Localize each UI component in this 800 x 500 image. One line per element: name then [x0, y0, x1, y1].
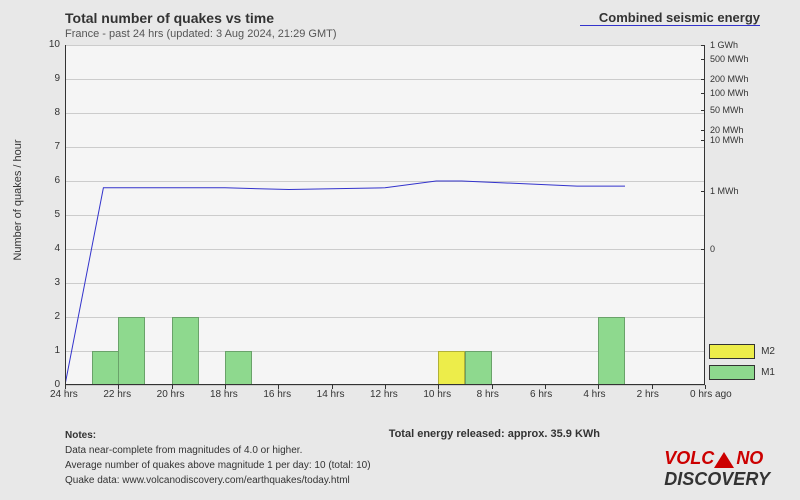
x-tick-label: 2 hrs [637, 389, 659, 400]
chart-container: Total number of quakes vs time France - … [0, 0, 800, 500]
notes-line-3: Quake data: www.volcanodiscovery.com/ear… [65, 473, 371, 488]
y-tick-right: 1 GWh [710, 40, 738, 50]
y-tick-right: 50 MWh [710, 105, 744, 115]
y-tick-left: 8 [40, 107, 60, 118]
legend-line-label: Combined seismic energy [599, 10, 760, 25]
y-tick-right: 10 MWh [710, 135, 744, 145]
volcano-icon [714, 452, 734, 468]
bar-m1 [225, 351, 252, 385]
notes-header: Notes: [65, 428, 371, 443]
y-tick-right: 500 MWh [710, 54, 749, 64]
bar-m1 [598, 317, 625, 385]
logo-part2: NO [736, 448, 763, 468]
gridline-h [65, 283, 705, 284]
bar-m1 [118, 317, 145, 385]
x-tick-label: 18 hrs [210, 389, 238, 400]
legend-swatch-label: M1 [761, 367, 775, 378]
logo: VOLC NO DISCOVERY [664, 448, 770, 490]
y-tick-left: 1 [40, 345, 60, 356]
y-tick-right: 1 MWh [710, 186, 739, 196]
gridline-h [65, 45, 705, 46]
x-tick-label: 12 hrs [370, 389, 398, 400]
y-tick-left: 2 [40, 311, 60, 322]
y-tick-right: 20 MWh [710, 125, 744, 135]
y-tick-left: 6 [40, 175, 60, 186]
notes-section: Notes: Data near-complete from magnitude… [65, 428, 371, 488]
legend-swatch [709, 344, 755, 359]
x-tick-label: 14 hrs [317, 389, 345, 400]
x-tick-label: 6 hrs [530, 389, 552, 400]
y-tick-left: 9 [40, 73, 60, 84]
x-tick-label: 0 hrs ago [690, 389, 732, 400]
x-tick-label: 4 hrs [583, 389, 605, 400]
x-tick-label: 10 hrs [423, 389, 451, 400]
x-tick-label: 20 hrs [157, 389, 185, 400]
y-tick-right: 200 MWh [710, 74, 749, 84]
bar-m1 [172, 317, 199, 385]
x-tick-label: 22 hrs [103, 389, 131, 400]
gridline-h [65, 113, 705, 114]
y-tick-right: 0 [710, 244, 715, 254]
bar-m1 [465, 351, 492, 385]
gridline-h [65, 79, 705, 80]
legend-line-sample [580, 25, 760, 26]
gridline-h [65, 147, 705, 148]
y-tick-left: 7 [40, 141, 60, 152]
legend-swatch-label: M2 [761, 346, 775, 357]
y-tick-left: 4 [40, 243, 60, 254]
legend-swatch [709, 365, 755, 380]
chart-title: Total number of quakes vs time [65, 10, 274, 26]
axis-right [704, 45, 705, 385]
bar-m1 [92, 351, 119, 385]
gridline-h [65, 249, 705, 250]
axis-bottom [65, 384, 705, 385]
y-tick-left: 3 [40, 277, 60, 288]
chart-plot-area [65, 45, 705, 385]
gridline-h [65, 215, 705, 216]
total-energy-label: Total energy released: approx. 35.9 KWh [389, 428, 600, 440]
y-axis-left-label: Number of quakes / hour [12, 79, 24, 200]
x-tick-label: 16 hrs [263, 389, 291, 400]
y-tick-left: 10 [40, 39, 60, 50]
chart-subtitle: France - past 24 hrs (updated: 3 Aug 202… [65, 28, 337, 40]
gridline-h [65, 181, 705, 182]
axis-left [65, 45, 66, 385]
x-tick-label: 24 hrs [50, 389, 78, 400]
x-tick-label: 8 hrs [477, 389, 499, 400]
bar-m2 [438, 351, 465, 385]
notes-line-1: Data near-complete from magnitudes of 4.… [65, 443, 371, 458]
y-tick-right: 100 MWh [710, 88, 749, 98]
y-tick-left: 5 [40, 209, 60, 220]
logo-part1: VOLC [664, 448, 714, 468]
notes-line-2: Average number of quakes above magnitude… [65, 458, 371, 473]
logo-part3: DISCOVERY [664, 469, 770, 489]
